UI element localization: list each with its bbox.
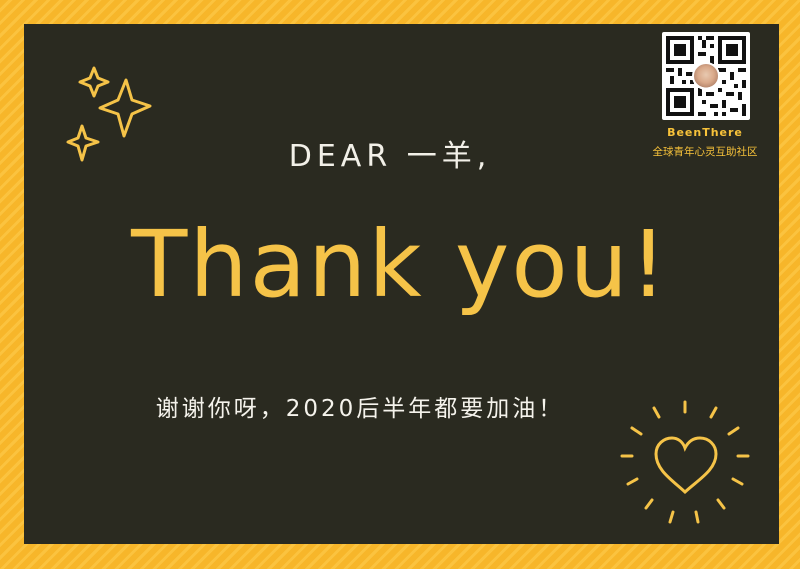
brand-tagline: 全球青年心灵互助社区 xyxy=(652,146,758,158)
sparkle-icon xyxy=(66,66,152,162)
message: 谢谢你呀，2020后半年都要加油！ xyxy=(155,396,565,422)
headline: Thank you! xyxy=(131,211,669,318)
qr-logo-badge xyxy=(692,62,720,90)
heart-icon xyxy=(620,400,750,524)
greeting: DEAR 一羊, xyxy=(288,139,492,174)
brand-name: BeenThere xyxy=(667,126,743,139)
qr-code-icon xyxy=(662,32,750,120)
chalkboard-panel xyxy=(24,24,779,544)
